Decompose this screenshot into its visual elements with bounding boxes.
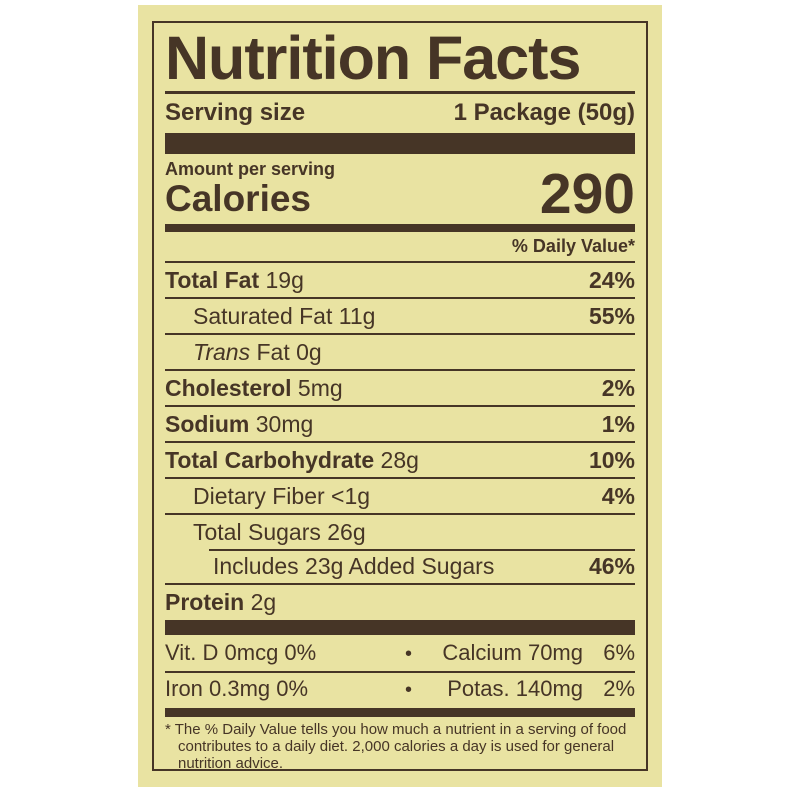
nutrient-row-protein: Protein 2g — [165, 582, 635, 619]
nutrient-row-added-sugars: Includes 23g Added Sugars 46% — [165, 548, 635, 583]
footnote-text: * The % Daily Value tells you how much a… — [165, 720, 627, 771]
micronutrient-row-iron-potassium: Iron 0.3mg 0% • Potas. 140mg 2% — [165, 670, 635, 707]
nutrient-name: Total Carbohydrate 28g — [165, 446, 419, 473]
nutrient-name: Total Fat 19g — [165, 266, 304, 293]
nutrient-dv: 24% — [588, 266, 635, 293]
micronutrient-row-vitd-calcium: Vit. D 0mcg 0% • Calcium 70mg 6% — [165, 637, 635, 671]
nutrient-row-cholesterol: Cholesterol 5mg 2% — [165, 368, 635, 405]
nutrient-dv: 1% — [601, 410, 635, 437]
nutrient-row-total-carbohydrate: Total Carbohydrate 28g 10% — [165, 440, 635, 477]
bullet-separator: • — [404, 642, 412, 665]
serving-size-label: Serving size — [165, 98, 306, 126]
nutrient-row-dietary-fiber: Dietary Fiber <1g 4% — [165, 476, 635, 513]
micronutrient-right-dv: 6% — [603, 639, 635, 665]
micronutrient-right: Potas. 140mg 2% — [423, 676, 635, 701]
nutrient-name: Saturated Fat 11g — [193, 302, 376, 329]
serving-size-value: 1 Package (50g) — [453, 98, 635, 126]
nutrient-dv: 4% — [601, 482, 635, 509]
thick-separator-bar-bottom — [165, 707, 635, 717]
nutrient-row-saturated-fat: Saturated Fat 11g 55% — [165, 296, 635, 333]
label-frame: Nutrition Facts Serving size 1 Package (… — [152, 21, 648, 771]
micronutrient-right-dv: 2% — [603, 675, 635, 701]
nutrient-dv: 46% — [588, 552, 635, 579]
bullet-separator: • — [404, 678, 412, 701]
micronutrient-left: Iron 0.3mg 0% — [165, 675, 309, 701]
nutrient-rows: Total Fat 19g 24% Saturated Fat 11g 55% … — [165, 260, 635, 619]
micronutrient-right-name: Calcium 70mg — [442, 639, 583, 665]
nutrition-facts-title: Nutrition Facts — [165, 24, 581, 92]
nutrient-name: Trans Fat 0g — [193, 338, 322, 365]
thick-separator-bar-middle — [165, 619, 635, 635]
nutrient-name: Dietary Fiber <1g — [193, 482, 371, 509]
calories-section: Amount per serving Calories 290 — [165, 158, 635, 227]
nutrient-name: Cholesterol 5mg — [165, 374, 343, 401]
serving-size-row: Serving size 1 Package (50g) — [165, 97, 635, 130]
calories-value: 290 — [539, 162, 635, 227]
nutrient-name: Protein 2g — [165, 588, 277, 615]
nutrient-row-total-fat: Total Fat 19g 24% — [165, 260, 635, 297]
nutrient-row-trans-fat: Trans Fat 0g — [165, 332, 635, 369]
nutrient-row-total-sugars: Total Sugars 26g — [165, 512, 635, 549]
amount-per-serving-label: Amount per serving — [165, 158, 336, 179]
nutrient-row-sodium: Sodium 30mg 1% — [165, 404, 635, 441]
title-divider — [165, 90, 635, 94]
micronutrient-section: Vit. D 0mcg 0% • Calcium 70mg 6% Iron 0.… — [165, 637, 635, 707]
daily-value-header: % Daily Value* — [511, 235, 635, 256]
calories-label: Calories — [165, 177, 312, 219]
micronutrient-right-name: Potas. 140mg — [447, 675, 583, 701]
micronutrient-left: Vit. D 0mcg 0% — [165, 639, 317, 665]
nutrient-dv: 55% — [588, 302, 635, 329]
calories-underbar — [165, 223, 635, 232]
nutrient-dv: 2% — [601, 374, 635, 401]
micronutrient-right: Calcium 70mg 6% — [423, 640, 635, 665]
nutrient-dv: 10% — [588, 446, 635, 473]
nutrient-name: Total Sugars 26g — [193, 518, 366, 545]
nutrition-label-paper: Nutrition Facts Serving size 1 Package (… — [138, 5, 662, 787]
nutrient-name: Includes 23g Added Sugars — [213, 552, 495, 579]
nutrient-name: Sodium 30mg — [165, 410, 314, 437]
thick-separator-bar-top — [165, 132, 635, 154]
